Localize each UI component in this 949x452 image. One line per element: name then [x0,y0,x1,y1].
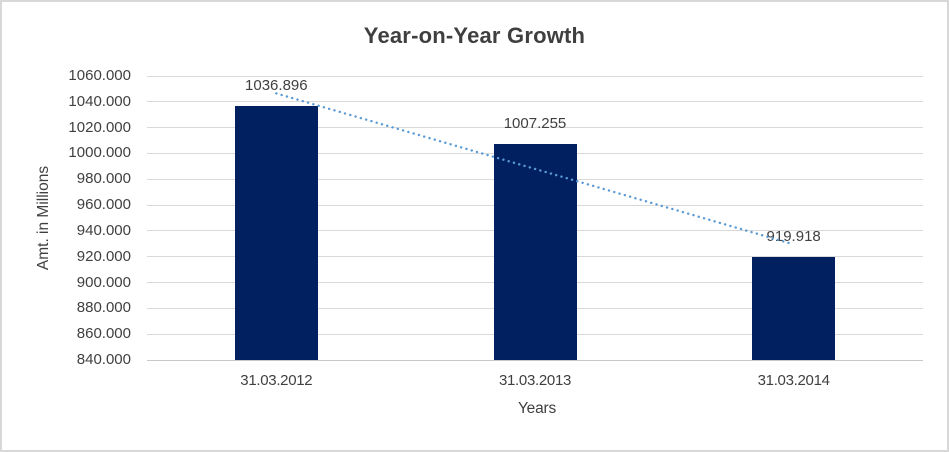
trendline-line [275,92,795,246]
gridline [147,127,923,129]
x-tick-label: 31.03.2014 [757,372,830,389]
plot-area: 1036.896 1007.255 919.918 [147,75,923,361]
y-tick-label: 960.000 [76,196,131,214]
y-tick-label: 940.000 [76,221,131,239]
gridline [147,75,923,77]
y-tick-label: 900.000 [76,273,131,291]
y-tick-label: 920.000 [76,247,131,265]
trendline [275,92,795,246]
bar-value-label: 919.918 [766,227,821,245]
y-tick-label: 880.000 [76,299,131,317]
y-tick-label: 860.000 [76,325,131,343]
bar-value-label: 1036.896 [245,76,308,94]
x-tick-label: 31.03.2012 [240,372,313,389]
x-axis-title: Years [517,400,557,417]
y-tick-label: 1020.000 [68,118,131,136]
y-tick-label: 1000.000 [68,144,131,162]
gridline [147,101,923,103]
y-tick-label: 1060.000 [68,67,131,84]
chart-title: Year-on-Year Growth [363,23,586,48]
bar [493,144,577,360]
y-tick-label: 1040.000 [68,92,131,110]
gridline [147,359,923,361]
x-tick-label: 31.03.2013 [498,372,572,389]
bar [752,256,836,360]
y-tick-label: 840.000 [76,351,131,368]
y-tick-label: 980.000 [76,170,131,188]
bar [234,105,318,360]
bar-value-label: 1007.255 [503,115,567,133]
